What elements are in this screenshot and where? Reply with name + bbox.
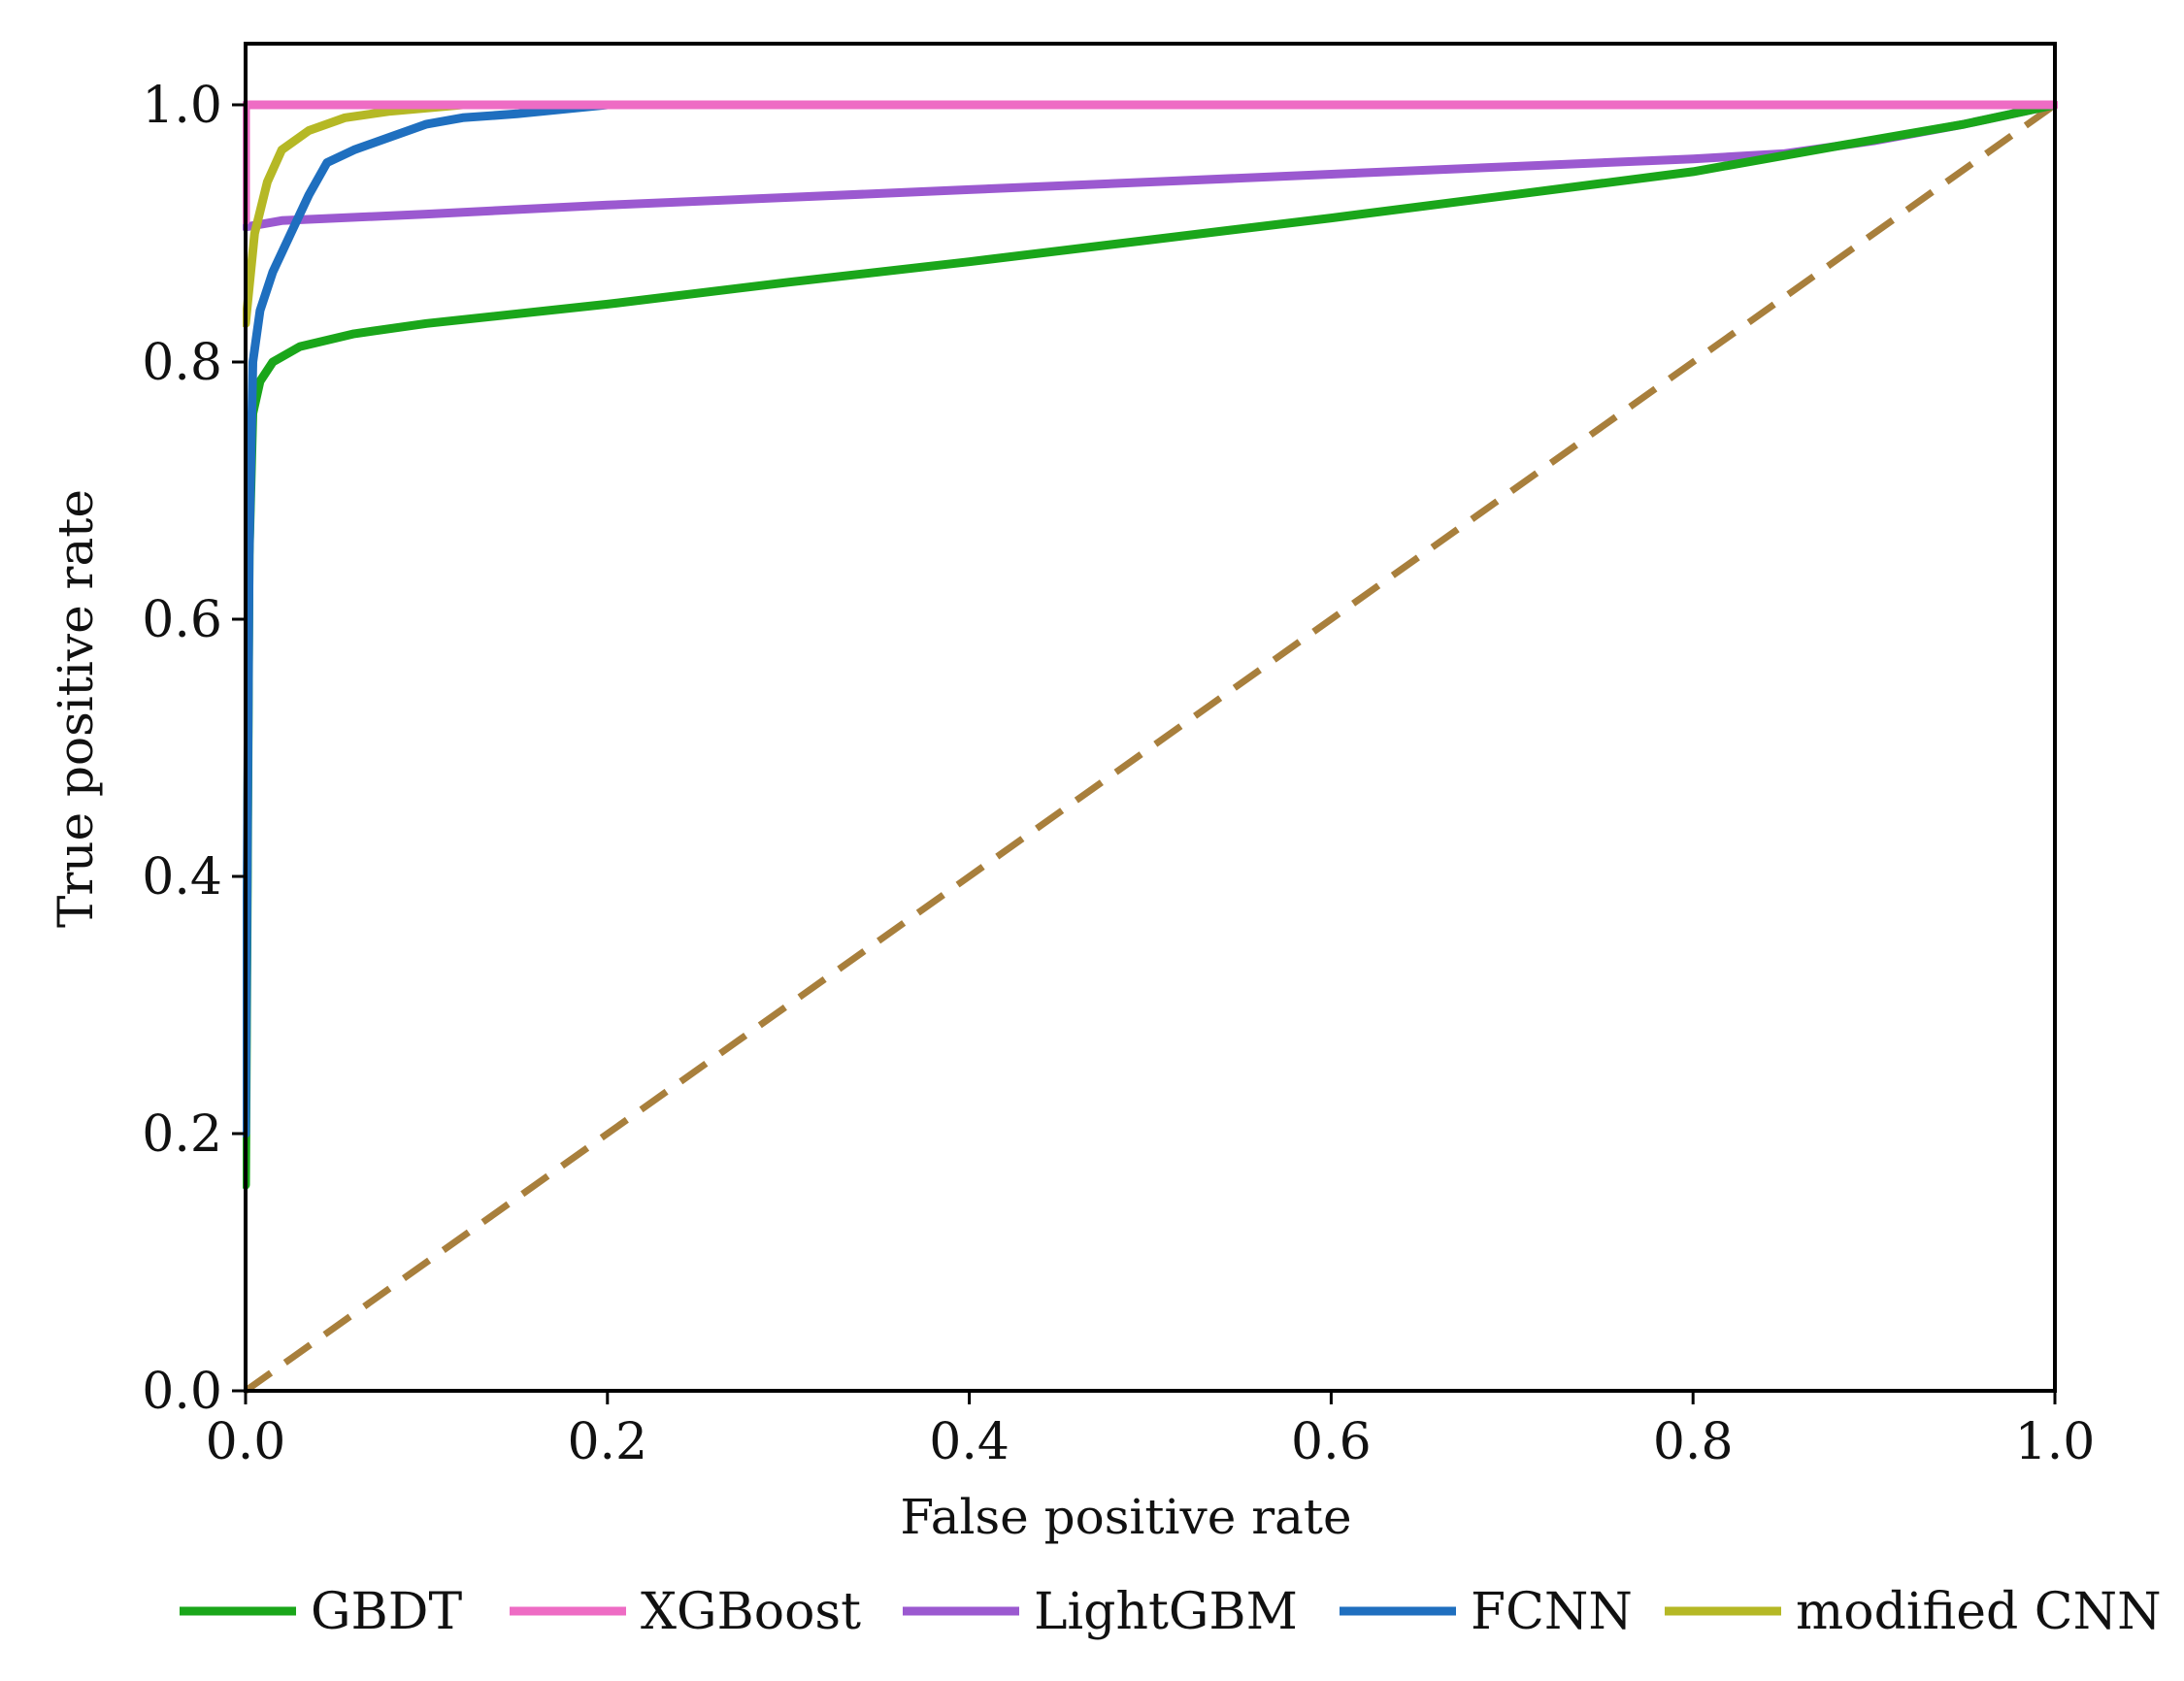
x-tick-label: 0.4 <box>929 1413 1009 1471</box>
series-layer <box>243 100 2058 1394</box>
y-tick-label: 1.0 <box>142 77 222 135</box>
series-line-modified-cnn <box>243 100 2058 328</box>
x-tick-label: 0.2 <box>567 1413 647 1471</box>
legend-item-modified-cnn: modified CNN <box>1665 1583 2162 1641</box>
y-tick-label: 0.0 <box>142 1363 222 1421</box>
x-tick-label: 0.8 <box>1653 1413 1734 1471</box>
y-tick-label: 0.2 <box>142 1105 222 1164</box>
legend-label: modified CNN <box>1796 1583 2162 1641</box>
y-axis-title: True positive rate <box>48 489 104 928</box>
series-line-fcnn <box>243 100 2058 1138</box>
y-tick-label: 0.6 <box>142 591 222 649</box>
x-tick-label: 0.0 <box>206 1413 286 1471</box>
y-tick-label: 0.4 <box>142 848 222 906</box>
legend: GBDT XGBoost LightGBM FCNN modified CNN <box>180 1583 2162 1641</box>
plot-frame <box>244 42 2057 1393</box>
ticks-layer: 0.0 0.2 0.4 0.6 0.8 1.0 0.0 0.2 0.4 0.6 0.8 1.0 <box>142 77 2095 1471</box>
series-line-chance <box>243 102 2058 1394</box>
legend-item-gbdt: GBDT <box>180 1583 462 1641</box>
series-line-xgboost <box>243 100 2058 225</box>
x-tick-label: 1.0 <box>2015 1413 2096 1471</box>
legend-label: XGBoost <box>641 1583 861 1641</box>
x-axis-title: False positive rate <box>900 1489 1351 1545</box>
series-line-lightgbm <box>243 100 2058 232</box>
legend-item-fcnn: FCNN <box>1340 1583 1633 1641</box>
legend-label: GBDT <box>311 1583 462 1641</box>
legend-item-xgboost: XGBoost <box>510 1583 861 1641</box>
legend-item-lightgbm: LightGBM <box>903 1583 1298 1641</box>
legend-label: LightGBM <box>1034 1583 1298 1641</box>
y-tick-label: 0.8 <box>142 334 222 392</box>
series-line-gbdt <box>243 100 2058 1190</box>
x-tick-label: 0.6 <box>1291 1413 1372 1471</box>
legend-label: FCNN <box>1471 1583 1633 1641</box>
